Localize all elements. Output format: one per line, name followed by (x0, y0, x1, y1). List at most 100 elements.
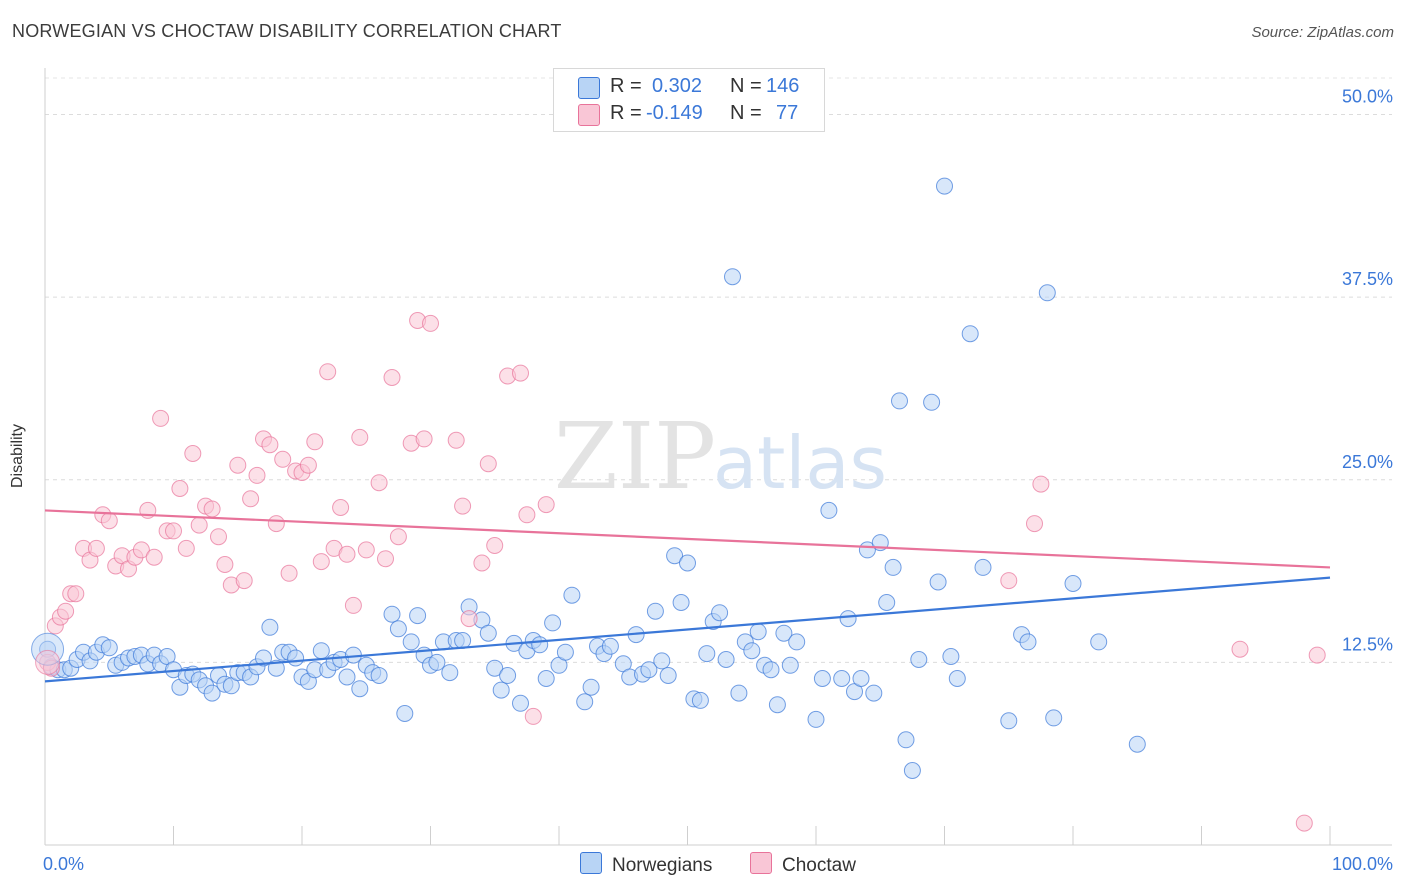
bottom-legend-norwegians: Norwegians (580, 852, 712, 876)
choctaw-point (537, 496, 555, 514)
choctaw-point (145, 548, 163, 566)
norwegians-point (897, 731, 915, 749)
norwegians-point (287, 649, 305, 667)
choctaw-point (512, 364, 529, 382)
choctaw-point (422, 314, 439, 332)
norwegians-point (820, 501, 838, 519)
norwegians-point (878, 594, 896, 611)
norwegians-point (923, 393, 941, 411)
choctaw-point (486, 537, 504, 554)
norwegians-point (891, 392, 908, 410)
norwegians-point (409, 607, 427, 625)
choctaw-trend-line (44, 509, 1331, 569)
norwegians-point (338, 668, 356, 686)
norwegians-point (833, 670, 851, 687)
norwegians-point (749, 623, 767, 641)
norwegians-point (730, 684, 748, 702)
y-tick-label: 37.5% (1342, 269, 1393, 289)
choctaw-point (152, 409, 170, 427)
norwegians-point (1019, 633, 1037, 651)
norwegians-point (1038, 284, 1056, 302)
norwegians-point (479, 624, 497, 642)
axes (44, 68, 1392, 846)
choctaw-point (132, 541, 150, 559)
choctaw-point (171, 480, 189, 497)
choctaw-point-cluster (35, 649, 61, 675)
correlation-legend: R = 0.302 N = 146 R = -0.149 N = 77 (553, 68, 825, 132)
choctaw-point (447, 431, 465, 449)
norwegians-point (512, 694, 529, 712)
norwegians-point (948, 670, 966, 687)
choctaw-point (261, 436, 279, 454)
choctaw-point (383, 369, 401, 386)
choctaw-point (248, 466, 266, 484)
norwegians-point (910, 651, 928, 668)
norwegians-point (351, 680, 369, 698)
choctaw-point (1026, 515, 1043, 533)
norwegians-point (492, 681, 510, 699)
norwegians-point (698, 645, 716, 663)
norwegians-point (576, 693, 594, 711)
norwegians-point (691, 691, 709, 709)
tick-labels: 12.5% 25.0% 37.5% 50.0% 0.0% 100.0% (43, 87, 1393, 874)
norwegians-point (428, 653, 446, 671)
choctaw-point (415, 430, 433, 448)
legend-n-value: 146 (766, 75, 800, 97)
choctaw-point (100, 512, 118, 530)
norwegians-point (775, 624, 793, 642)
norwegians-point (807, 710, 825, 728)
choctaw-point (184, 445, 202, 462)
data-points (31, 177, 1326, 832)
y-tick-label: 25.0% (1342, 452, 1393, 472)
choctaw-point (165, 522, 182, 540)
bottom-legend-choctaw: Choctaw (750, 852, 856, 876)
norwegians-point (903, 762, 921, 779)
norwegians-point (961, 325, 979, 343)
norwegians-point (499, 667, 517, 684)
trend-lines (44, 509, 1331, 683)
watermark-zip: ZIP (554, 403, 716, 510)
watermark: ZIP atlas (554, 403, 887, 510)
choctaw-point (306, 433, 324, 451)
choctaw-point (87, 539, 105, 557)
x-tick-label-max: 100.0% (1332, 854, 1393, 874)
norwegians-point (762, 661, 780, 679)
norwegians-point (936, 177, 953, 195)
norwegians-point (255, 649, 272, 667)
choctaw-point (1032, 475, 1050, 493)
legend-n-label: N = (730, 102, 762, 124)
norwegians-point (653, 652, 671, 670)
choctaw-point (351, 428, 369, 446)
watermark-atlas: atlas (713, 421, 887, 505)
norwegians-point (531, 636, 549, 654)
norwegians-point (781, 656, 799, 674)
bottom-legend-swatch-choctaw (750, 852, 772, 874)
norwegians-point (544, 614, 562, 632)
norwegians-point (724, 268, 741, 286)
norwegians-point (852, 670, 870, 687)
choctaw-point (1295, 814, 1313, 832)
norwegians-point (865, 684, 883, 702)
norwegians-point (556, 643, 574, 661)
legend-n-label: N = (730, 75, 762, 97)
norwegians-point (942, 648, 960, 665)
choctaw-point (190, 516, 208, 534)
norwegians-point (743, 642, 761, 660)
norwegians-point (974, 558, 992, 576)
y-tick-label: 12.5% (1342, 634, 1393, 654)
norwegians-point (563, 586, 581, 604)
legend-n-value: 77 (776, 102, 799, 124)
norwegians-point (711, 604, 729, 622)
choctaw-point (57, 602, 75, 620)
legend-r-label: R = (610, 75, 642, 97)
choctaw-point (274, 450, 292, 468)
choctaw-point (332, 499, 350, 516)
choctaw-point (357, 541, 375, 559)
choctaw-point (518, 506, 536, 524)
norwegians-point (640, 661, 658, 679)
norwegians-point (672, 594, 690, 611)
legend-swatch-norwegians (578, 77, 600, 99)
norwegians-point (1128, 735, 1146, 753)
choctaw-point (377, 550, 394, 568)
choctaw-point (312, 553, 330, 571)
